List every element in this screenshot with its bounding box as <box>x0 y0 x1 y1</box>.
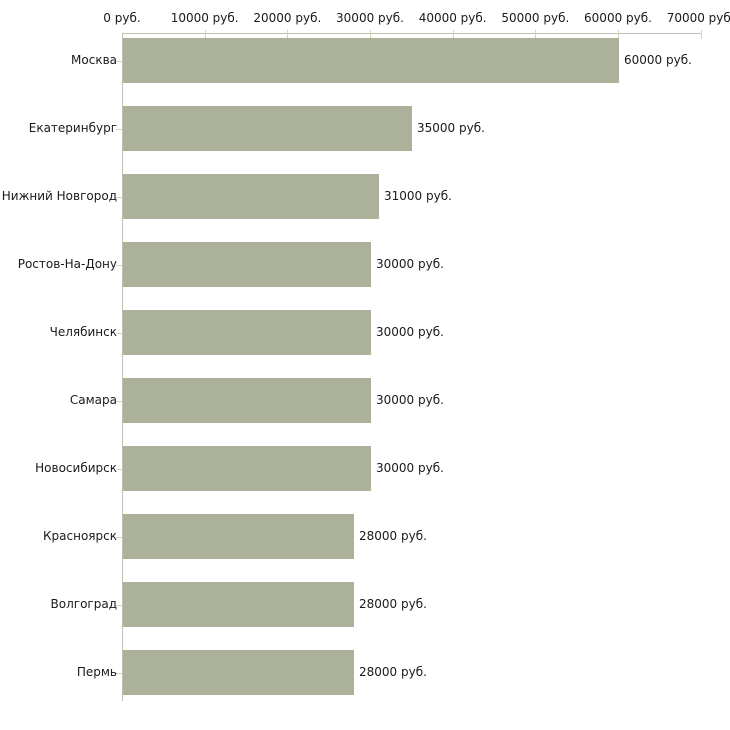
y-axis-tick <box>116 673 122 674</box>
bar <box>123 38 619 83</box>
y-axis-tick <box>116 197 122 198</box>
bar-category-label: Пермь <box>76 665 117 679</box>
bar <box>123 174 379 219</box>
bar <box>123 242 371 287</box>
y-axis-tick <box>116 265 122 266</box>
x-axis-line <box>122 33 701 34</box>
x-axis-tick <box>700 30 702 39</box>
y-axis-tick <box>116 333 122 334</box>
bar-value-label: 28000 руб. <box>359 529 427 543</box>
bar <box>123 106 412 151</box>
x-axis-tick-label: 70000 руб. <box>666 11 730 25</box>
x-axis-tick-label: 60000 руб. <box>584 11 652 25</box>
bar-value-label: 30000 руб. <box>376 257 444 271</box>
bar-category-label: Самара <box>69 393 117 407</box>
bar-value-label: 30000 руб. <box>376 461 444 475</box>
x-axis-tick <box>452 30 454 39</box>
x-axis-tick-label: 40000 руб. <box>418 11 487 25</box>
bar-category-label: Екатеринбург <box>28 121 117 135</box>
y-axis-line <box>122 33 123 701</box>
x-axis-tick-label: 10000 руб. <box>170 11 239 25</box>
y-axis-tick <box>116 605 122 606</box>
bar-category-label: Новосибирск <box>35 461 117 475</box>
bar-category-label: Нижний Новгород <box>1 189 117 203</box>
y-axis-tick <box>116 61 122 62</box>
bar-value-label: 35000 руб. <box>417 121 485 135</box>
bar-category-label: Ростов-На-Дону <box>17 257 117 271</box>
y-axis-tick <box>116 469 122 470</box>
bar <box>123 310 371 355</box>
bar-value-label: 28000 руб. <box>359 665 427 679</box>
x-axis-tick-label: 20000 руб. <box>253 11 322 25</box>
bar <box>123 650 354 695</box>
bar-category-label: Красноярск <box>43 529 117 543</box>
bar-value-label: 30000 руб. <box>376 325 444 339</box>
y-axis-tick <box>116 401 122 402</box>
bar-value-label: 28000 руб. <box>359 597 427 611</box>
y-axis-tick <box>116 129 122 130</box>
bar-value-label: 31000 руб. <box>384 189 452 203</box>
x-axis-tick <box>204 30 206 39</box>
x-axis-tick-label: 50000 руб. <box>501 11 570 25</box>
bar <box>123 446 371 491</box>
x-axis-tick <box>287 30 289 39</box>
y-axis-tick <box>116 537 122 538</box>
bar-value-label: 60000 руб. <box>624 53 692 67</box>
bar-value-label: 30000 руб. <box>376 393 444 407</box>
bar <box>123 378 371 423</box>
bar <box>123 582 354 627</box>
x-axis-tick <box>618 30 619 39</box>
bar <box>123 514 354 559</box>
bar-category-label: Москва <box>71 53 117 67</box>
x-axis-tick-label: 0 руб. <box>103 11 141 25</box>
bar-category-label: Челябинск <box>49 325 117 339</box>
x-axis-tick <box>370 30 371 39</box>
x-axis-tick-label: 30000 руб. <box>336 11 404 25</box>
x-axis-tick <box>535 30 537 39</box>
bar-category-label: Волгоград <box>50 597 117 611</box>
